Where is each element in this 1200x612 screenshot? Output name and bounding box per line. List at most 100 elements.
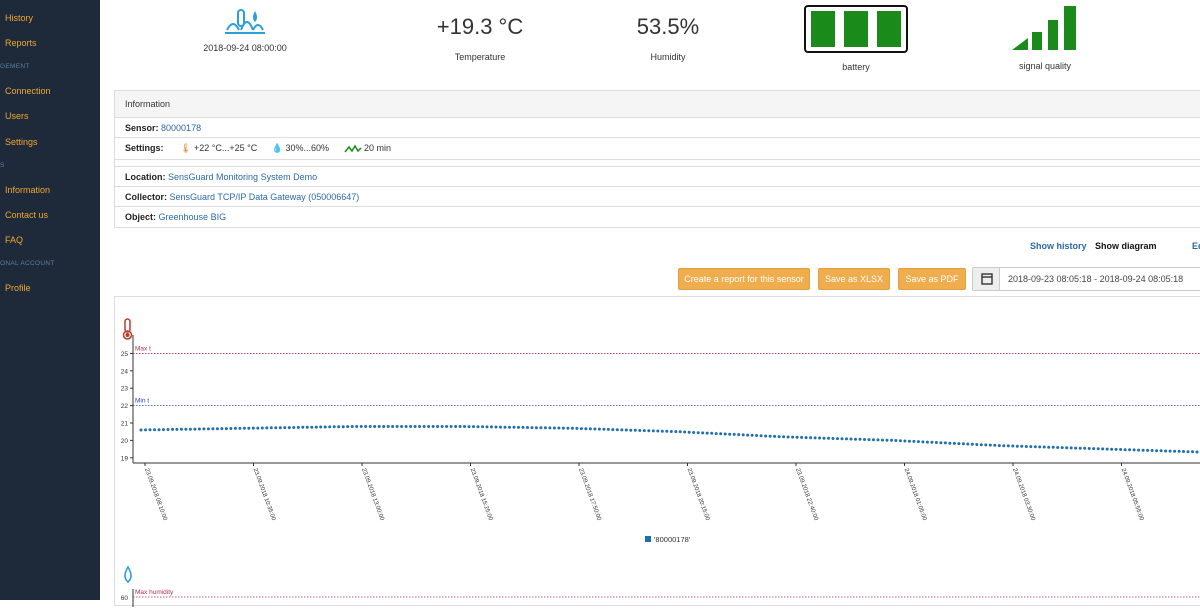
create-report-button[interactable]: Create a report for this sensor [678, 268, 810, 290]
data-point [445, 425, 449, 428]
data-point [885, 438, 889, 442]
data-point [898, 439, 902, 443]
data-point [651, 429, 655, 433]
data-point [539, 426, 543, 430]
data-point [211, 427, 215, 431]
data-point [1087, 447, 1091, 450]
sensor-label: Sensor: [125, 123, 159, 133]
data-point [818, 436, 822, 440]
data-point [404, 425, 408, 428]
tab-show-diagram[interactable]: Show diagram [1095, 241, 1157, 251]
data-point [669, 430, 673, 433]
data-point [970, 442, 974, 446]
data-point [206, 427, 210, 431]
data-point [1159, 449, 1163, 453]
information-panel: Information Sensor: 80000178 Settings: 🌡… [114, 90, 1200, 228]
tab-edit[interactable]: Ed [1192, 241, 1200, 251]
data-point [472, 425, 475, 429]
data-point [193, 427, 197, 431]
data-point [1011, 444, 1015, 448]
data-point [409, 425, 413, 428]
data-point [746, 433, 750, 437]
date-range-picker[interactable]: 2018-09-23 08:05:18 - 2018-09-24 08:05:1… [972, 267, 1200, 291]
data-point [1042, 445, 1046, 449]
data-point [952, 441, 956, 445]
temp-range: +22 °C...+25 °C [193, 143, 258, 153]
humidity-chart-icon [124, 565, 132, 584]
calendar-button[interactable] [973, 268, 1000, 290]
data-point [561, 426, 565, 430]
data-point [1024, 445, 1028, 448]
sensor-row: Sensor: 80000178 [115, 118, 1200, 138]
legend-swatch [645, 536, 651, 542]
data-point [314, 425, 318, 429]
data-point [1002, 444, 1006, 448]
data-point [575, 426, 579, 430]
data-point [1123, 448, 1127, 452]
y-tick-label: 24 [121, 368, 129, 375]
y-tick-label: 20 [121, 438, 129, 445]
sidebar-item-profile[interactable]: Profile [5, 283, 31, 293]
thermometer-icon: 🌡 [180, 143, 192, 153]
data-point [346, 425, 350, 429]
sidebar-item-history[interactable]: History [5, 13, 34, 23]
data-point [534, 426, 538, 430]
data-point [215, 427, 219, 431]
data-point [139, 428, 143, 432]
max-threshold-label: Max t [135, 345, 151, 352]
divider [115, 160, 1200, 167]
information-title: Information [115, 91, 1200, 118]
data-point [602, 427, 606, 431]
humidity-metric: 53.5% Humidity [608, 14, 728, 62]
data-point [961, 442, 965, 446]
data-point [732, 432, 736, 436]
data-point [1105, 447, 1109, 451]
sidebar-item-settings[interactable]: Settings [5, 137, 38, 147]
data-point [1096, 447, 1100, 451]
main-content: 2018-09-24 08:00:00 +19.3 °C Temperature… [100, 0, 1200, 607]
x-tick-label: 23.09.2018 17:50:00 [577, 468, 602, 522]
data-point [503, 425, 507, 429]
data-point [876, 438, 880, 442]
save-xlsx-button[interactable]: Save as XLSX [818, 268, 890, 290]
sensor-link[interactable]: 80000178 [161, 123, 202, 133]
sidebar-item-reports[interactable]: Reports [5, 38, 37, 48]
data-point [921, 440, 925, 444]
data-point [350, 425, 354, 428]
location-link[interactable]: SensGuard Monitoring System Demo [168, 172, 318, 182]
y-tick-label: 22 [121, 403, 129, 410]
data-point [153, 428, 156, 432]
droplet-icon: 💧 [271, 143, 283, 153]
sidebar-item-users[interactable]: Users [5, 111, 29, 121]
sidebar-item-connection[interactable]: Connection [5, 86, 51, 96]
sidebar-item-faq[interactable]: FAQ [5, 235, 24, 245]
location-label: Location: [125, 172, 166, 182]
settings-label: Settings: [125, 143, 164, 153]
save-pdf-button[interactable]: Save as PDF [898, 268, 966, 290]
data-point [148, 428, 152, 432]
data-point [1110, 447, 1114, 451]
data-point [359, 425, 363, 428]
object-link[interactable]: Greenhouse BIG [158, 212, 227, 222]
data-point [175, 427, 179, 431]
sidebar-item-information[interactable]: Information [5, 185, 51, 195]
temperature-label: Temperature [454, 52, 506, 62]
data-point [1006, 444, 1010, 448]
data-point [463, 425, 466, 428]
data-point [701, 431, 705, 435]
data-point [274, 426, 278, 430]
data-point [633, 428, 637, 432]
data-point [377, 425, 381, 428]
data-point [584, 427, 588, 431]
sidebar-item-contact-us[interactable]: Contact us [5, 210, 49, 220]
battery-icon [804, 5, 908, 53]
data-point [490, 425, 493, 429]
data-point [624, 428, 628, 432]
data-point [283, 426, 287, 430]
x-tick-label: 23.09.2018 15:25:00 [469, 468, 494, 522]
tab-show-history[interactable]: Show history [1030, 241, 1087, 251]
collector-link[interactable]: SensGuard TCP/IP Data Gateway (050006647… [169, 192, 360, 202]
data-point [521, 425, 525, 429]
data-point [755, 434, 759, 437]
last-reading-timestamp: 2018-09-24 08:00:00 [203, 43, 287, 53]
